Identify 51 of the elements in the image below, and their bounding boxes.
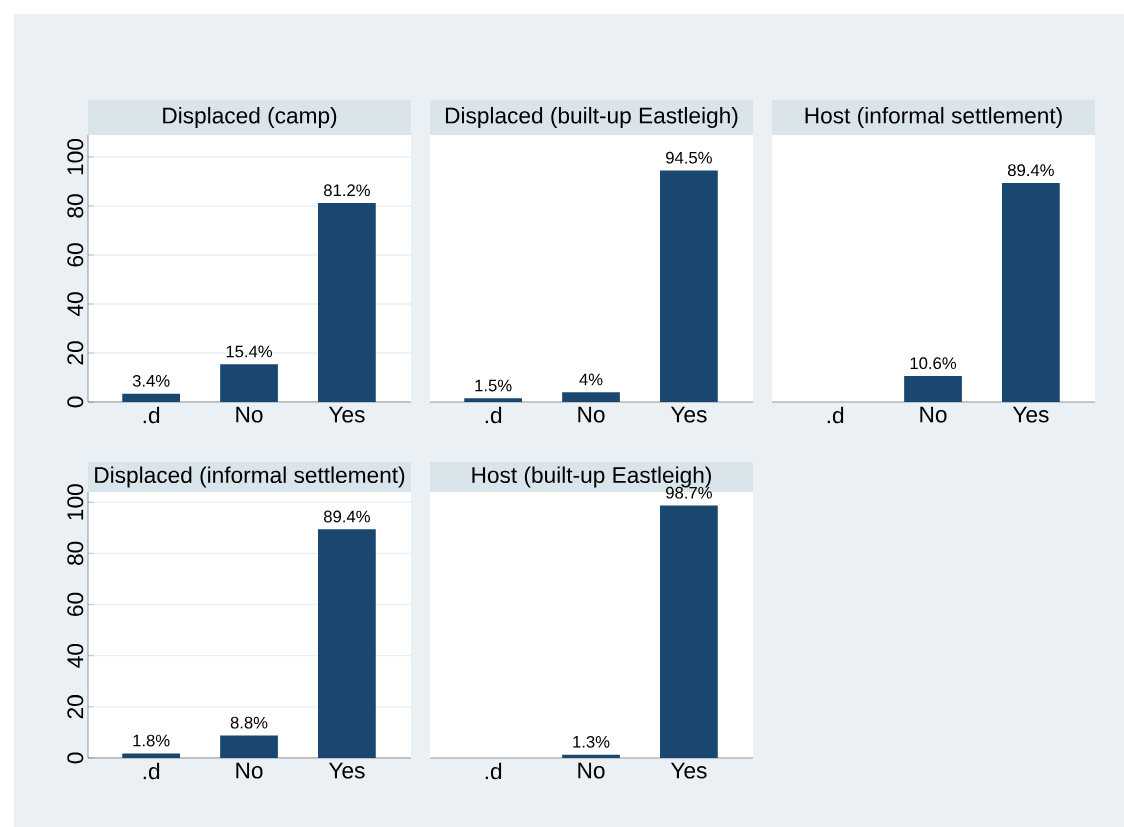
- data-label: 94.5%: [666, 151, 712, 164]
- y-tick-label: 60: [67, 592, 84, 616]
- x-tick-label: .d: [143, 762, 160, 780]
- x-tick-label: No: [920, 406, 947, 423]
- x-tick-label: Yes: [670, 762, 707, 779]
- y-tick-label: 20: [67, 341, 84, 365]
- y-tick-label: 0: [67, 396, 84, 408]
- data-label: 1.5%: [475, 379, 512, 392]
- data-label: 10.6%: [910, 357, 957, 370]
- chart-title: Displaced (informal settlement): [95, 466, 405, 488]
- data-label: 98.7%: [666, 486, 712, 499]
- x-tick-label: .d: [485, 406, 502, 424]
- x-tick-label: Yes: [1012, 406, 1049, 423]
- x-tick-label: No: [236, 406, 263, 423]
- chart-title: Host (built-up Eastleigh): [472, 466, 711, 488]
- x-tick-label: Yes: [670, 406, 707, 423]
- chart-title: Host (informal settlement): [805, 106, 1062, 129]
- data-label: 89.4%: [324, 510, 370, 523]
- x-tick-label: .d: [827, 406, 844, 424]
- data-label: 1.8%: [133, 734, 170, 747]
- data-label: 4%: [579, 373, 603, 386]
- y-tick-label: 60: [67, 243, 84, 267]
- x-tick-label: Yes: [328, 406, 365, 423]
- x-tick-label: .d: [485, 762, 502, 780]
- x-tick-label: No: [578, 762, 605, 779]
- bar: [220, 364, 278, 402]
- y-tick-label: 100: [67, 139, 84, 175]
- y-tick-label: 20: [67, 695, 84, 719]
- y-tick-label: 80: [67, 541, 84, 565]
- y-tick-label: 0: [67, 752, 84, 764]
- data-label: 81.2%: [324, 184, 370, 197]
- bar: [122, 753, 181, 758]
- y-tick-label: 40: [67, 643, 84, 668]
- x-tick-label: Yes: [328, 762, 365, 779]
- bar: [318, 529, 376, 758]
- y-tick-label: 40: [67, 292, 84, 317]
- y-tick-label: 80: [67, 194, 84, 218]
- y-tick-label: 100: [67, 484, 84, 520]
- chart-title: Displaced (camp): [163, 106, 337, 129]
- data-label: 3.4%: [132, 374, 170, 387]
- bar: [122, 393, 181, 402]
- data-label: 8.8%: [230, 716, 268, 729]
- x-tick-label: No: [236, 762, 263, 779]
- bar: [318, 203, 376, 402]
- data-label: 1.3%: [573, 735, 610, 748]
- x-tick-label: No: [578, 406, 605, 423]
- x-tick-label: .d: [143, 406, 160, 424]
- chart-title: Displaced (built-up Eastleigh): [445, 106, 738, 129]
- bar: [220, 735, 278, 758]
- data-label: 89.4%: [1008, 164, 1054, 177]
- data-label: 15.4%: [226, 345, 273, 358]
